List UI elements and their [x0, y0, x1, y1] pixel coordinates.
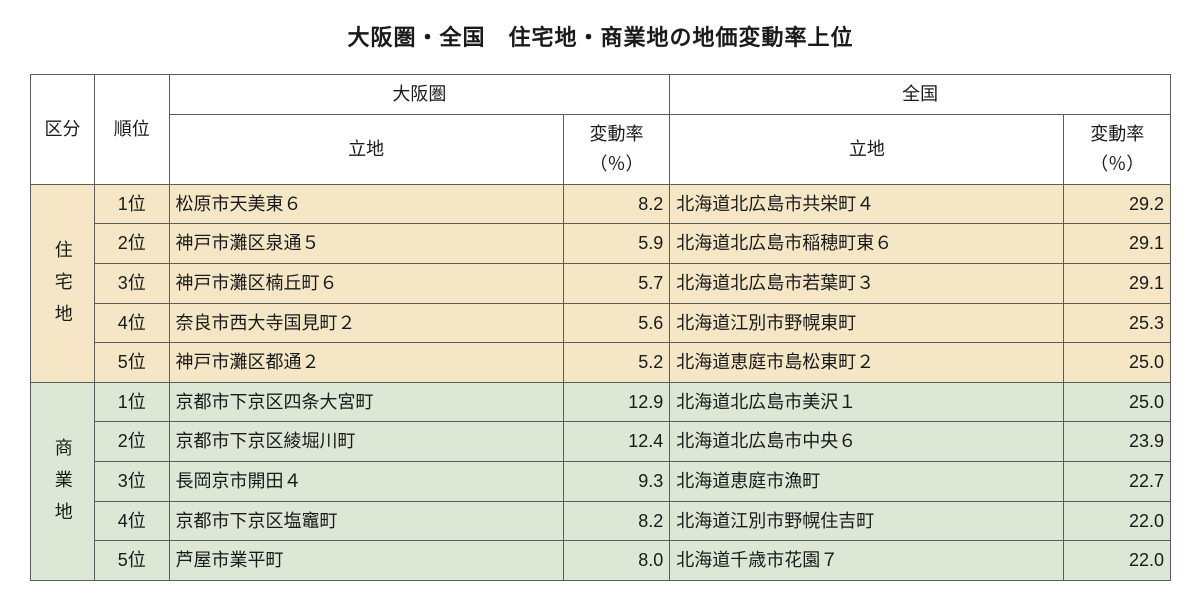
table-row: 3位神戸市灘区楠丘町６5.7北海道北広島市若葉町３29.1: [31, 263, 1171, 303]
table-row: 住宅地1位松原市天美東６8.2北海道北広島市共栄町４29.2: [31, 184, 1171, 224]
osaka-rate-cell: 12.4: [563, 422, 670, 462]
rank-cell: 5位: [94, 541, 169, 581]
national-location-cell: 北海道北広島市稲穂町東６: [670, 224, 1064, 264]
header-rank: 順位: [94, 75, 169, 185]
osaka-rate-cell: 5.6: [563, 303, 670, 343]
national-rate-cell: 29.2: [1064, 184, 1171, 224]
national-rate-cell: 22.7: [1064, 461, 1171, 501]
national-location-cell: 北海道北広島市美沢１: [670, 382, 1064, 422]
header-category: 区分: [31, 75, 95, 185]
osaka-location-cell: 京都市下京区綾堀川町: [169, 422, 563, 462]
rank-cell: 2位: [94, 422, 169, 462]
table-row: 4位京都市下京区塩竈町8.2北海道江別市野幌住吉町22.0: [31, 501, 1171, 541]
rank-cell: 3位: [94, 263, 169, 303]
rank-cell: 1位: [94, 184, 169, 224]
osaka-location-cell: 奈良市西大寺国見町２: [169, 303, 563, 343]
osaka-rate-cell: 8.2: [563, 501, 670, 541]
national-rate-cell: 29.1: [1064, 224, 1171, 264]
table-row: 2位京都市下京区綾堀川町12.4北海道北広島市中央６23.9: [31, 422, 1171, 462]
national-location-cell: 北海道北広島市若葉町３: [670, 263, 1064, 303]
table-row: 2位神戸市灘区泉通５5.9北海道北広島市稲穂町東６29.1: [31, 224, 1171, 264]
osaka-rate-cell: 5.7: [563, 263, 670, 303]
national-rate-cell: 22.0: [1064, 541, 1171, 581]
national-location-cell: 北海道北広島市共栄町４: [670, 184, 1064, 224]
national-location-cell: 北海道北広島市中央６: [670, 422, 1064, 462]
osaka-location-cell: 京都市下京区塩竈町: [169, 501, 563, 541]
national-location-cell: 北海道千歳市花園７: [670, 541, 1064, 581]
land-price-table: 区分 順位 大阪圏 全国 立地 変動率（％） 立地 変動率（％） 住宅地1位松原…: [30, 74, 1171, 581]
osaka-rate-cell: 12.9: [563, 382, 670, 422]
category-residential: 住宅地: [31, 184, 95, 382]
category-commercial: 商業地: [31, 382, 95, 580]
rank-cell: 5位: [94, 343, 169, 383]
osaka-location-cell: 神戸市灘区楠丘町６: [169, 263, 563, 303]
osaka-location-cell: 長岡京市開田４: [169, 461, 563, 501]
osaka-rate-cell: 9.3: [563, 461, 670, 501]
osaka-rate-cell: 8.2: [563, 184, 670, 224]
osaka-location-cell: 松原市天美東６: [169, 184, 563, 224]
rank-cell: 3位: [94, 461, 169, 501]
header-national: 全国: [670, 75, 1171, 115]
osaka-location-cell: 神戸市灘区泉通５: [169, 224, 563, 264]
national-rate-cell: 25.0: [1064, 382, 1171, 422]
national-rate-cell: 22.0: [1064, 501, 1171, 541]
osaka-rate-cell: 8.0: [563, 541, 670, 581]
page-title: 大阪圏・全国 住宅地・商業地の地価変動率上位: [30, 20, 1171, 52]
table-row: 商業地1位京都市下京区四条大宮町12.9北海道北広島市美沢１25.0: [31, 382, 1171, 422]
rank-cell: 4位: [94, 303, 169, 343]
national-location-cell: 北海道恵庭市島松東町２: [670, 343, 1064, 383]
header-osaka: 大阪圏: [169, 75, 670, 115]
header-national-rate: 変動率（％）: [1064, 114, 1171, 184]
rank-cell: 4位: [94, 501, 169, 541]
national-location-cell: 北海道江別市野幌住吉町: [670, 501, 1064, 541]
rank-cell: 1位: [94, 382, 169, 422]
national-location-cell: 北海道江別市野幌東町: [670, 303, 1064, 343]
national-rate-cell: 23.9: [1064, 422, 1171, 462]
osaka-location-cell: 芦屋市業平町: [169, 541, 563, 581]
table-row: 5位芦屋市業平町8.0北海道千歳市花園７22.0: [31, 541, 1171, 581]
header-osaka-rate: 変動率（％）: [563, 114, 670, 184]
rank-cell: 2位: [94, 224, 169, 264]
table-row: 5位神戸市灘区都通２5.2北海道恵庭市島松東町２25.0: [31, 343, 1171, 383]
table-row: 4位奈良市西大寺国見町２5.6北海道江別市野幌東町25.3: [31, 303, 1171, 343]
national-location-cell: 北海道恵庭市漁町: [670, 461, 1064, 501]
national-rate-cell: 25.0: [1064, 343, 1171, 383]
osaka-rate-cell: 5.2: [563, 343, 670, 383]
osaka-rate-cell: 5.9: [563, 224, 670, 264]
header-osaka-location: 立地: [169, 114, 563, 184]
national-rate-cell: 25.3: [1064, 303, 1171, 343]
osaka-location-cell: 神戸市灘区都通２: [169, 343, 563, 383]
table-row: 3位長岡京市開田４9.3北海道恵庭市漁町22.7: [31, 461, 1171, 501]
national-rate-cell: 29.1: [1064, 263, 1171, 303]
osaka-location-cell: 京都市下京区四条大宮町: [169, 382, 563, 422]
header-national-location: 立地: [670, 114, 1064, 184]
